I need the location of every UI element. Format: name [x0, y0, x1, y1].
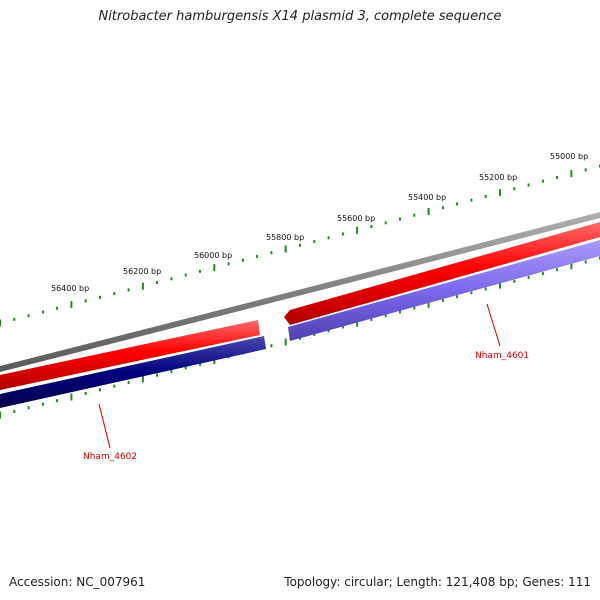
bp-label-55600: 55600 bp: [337, 214, 375, 223]
gene-label-nham-4602[interactable]: Nham_4602: [83, 452, 137, 462]
gene-nham-4601[interactable]: [288, 240, 600, 341]
accession-text: Accession: NC_007961: [9, 575, 146, 589]
cds-band-nham-4602: [0, 320, 260, 390]
gene-label-nham-4601[interactable]: Nham_4601: [475, 351, 529, 361]
scale-labels: 56400 bp 56200 bp 56000 bp 55800 bp 5560…: [51, 152, 588, 293]
leader-line-nham-4601: [486, 303, 501, 347]
backbone-track: [0, 212, 600, 372]
leader-line-nham-4602: [98, 403, 111, 449]
bp-label-55200: 55200 bp: [479, 173, 517, 182]
bp-label-55000: 55000 bp: [550, 152, 588, 161]
bp-label-55800: 55800 bp: [266, 233, 304, 242]
topology-summary: Topology: circular; Length: 121,408 bp; …: [284, 575, 591, 589]
bp-label-56000: 56000 bp: [194, 251, 232, 260]
outer-scale-ticks: [0, 164, 600, 327]
bp-label-56400: 56400 bp: [51, 284, 89, 293]
cds-band-nham-4601: [284, 222, 600, 325]
gene-nham-4602[interactable]: [0, 336, 266, 408]
map-title: Nitrobacter hamburgensis X14 plasmid 3, …: [98, 9, 502, 24]
bp-label-56200: 56200 bp: [123, 267, 161, 276]
bp-label-55400: 55400 bp: [408, 193, 446, 202]
